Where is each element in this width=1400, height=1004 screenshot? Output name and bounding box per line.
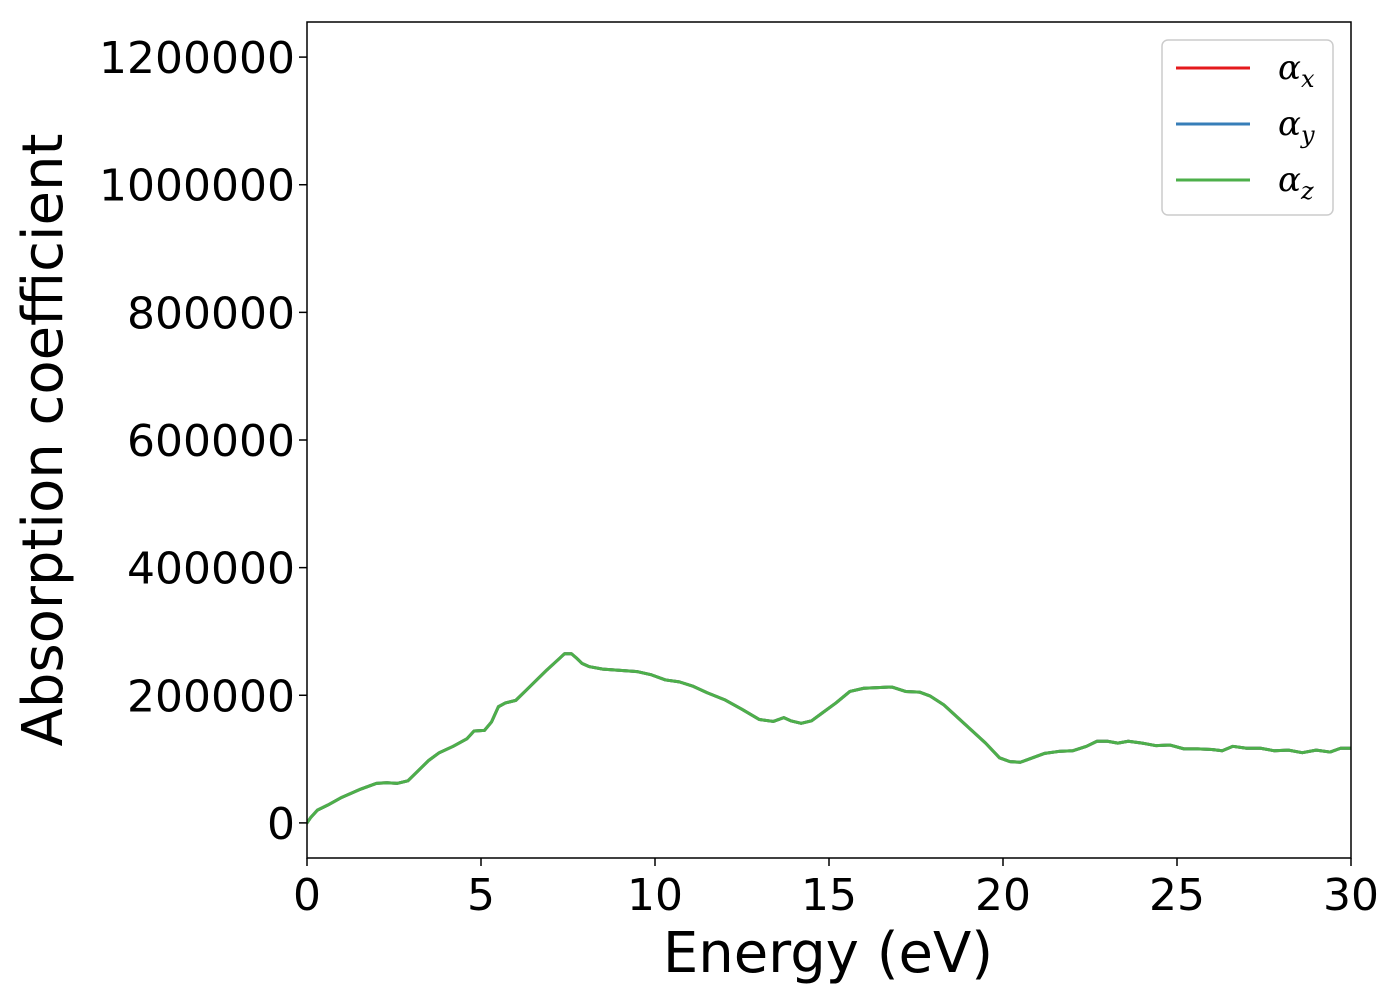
y-tick-label: 600000 [127, 416, 295, 467]
y-tick-label: 200000 [127, 671, 295, 722]
y-tick-label: 400000 [127, 544, 295, 595]
y-axis-label: Absorption coefficient [11, 134, 76, 747]
series-line-2 [307, 652, 1351, 825]
x-axis-label: Energy (eV) [663, 921, 993, 986]
axes: 0 5 10 15 20 25 30 0 200000 400000 600000 800000 100… [99, 21, 1379, 921]
x-tick-label: 15 [801, 870, 857, 921]
x-tick-label: 20 [975, 870, 1031, 921]
legend-box [1161, 39, 1334, 216]
y-tick-label: 1200000 [99, 33, 295, 84]
y-tick-label: 0 [267, 799, 295, 850]
x-tick-label: 10 [627, 870, 683, 921]
x-tick-label: 30 [1323, 870, 1379, 921]
x-tick-label: 25 [1149, 870, 1205, 921]
plot-area [307, 652, 1351, 825]
x-tick-label: 5 [467, 870, 495, 921]
y-tick-label: 1000000 [99, 161, 295, 212]
x-tick-label: 0 [293, 870, 321, 921]
y-tick-label: 800000 [127, 288, 295, 339]
